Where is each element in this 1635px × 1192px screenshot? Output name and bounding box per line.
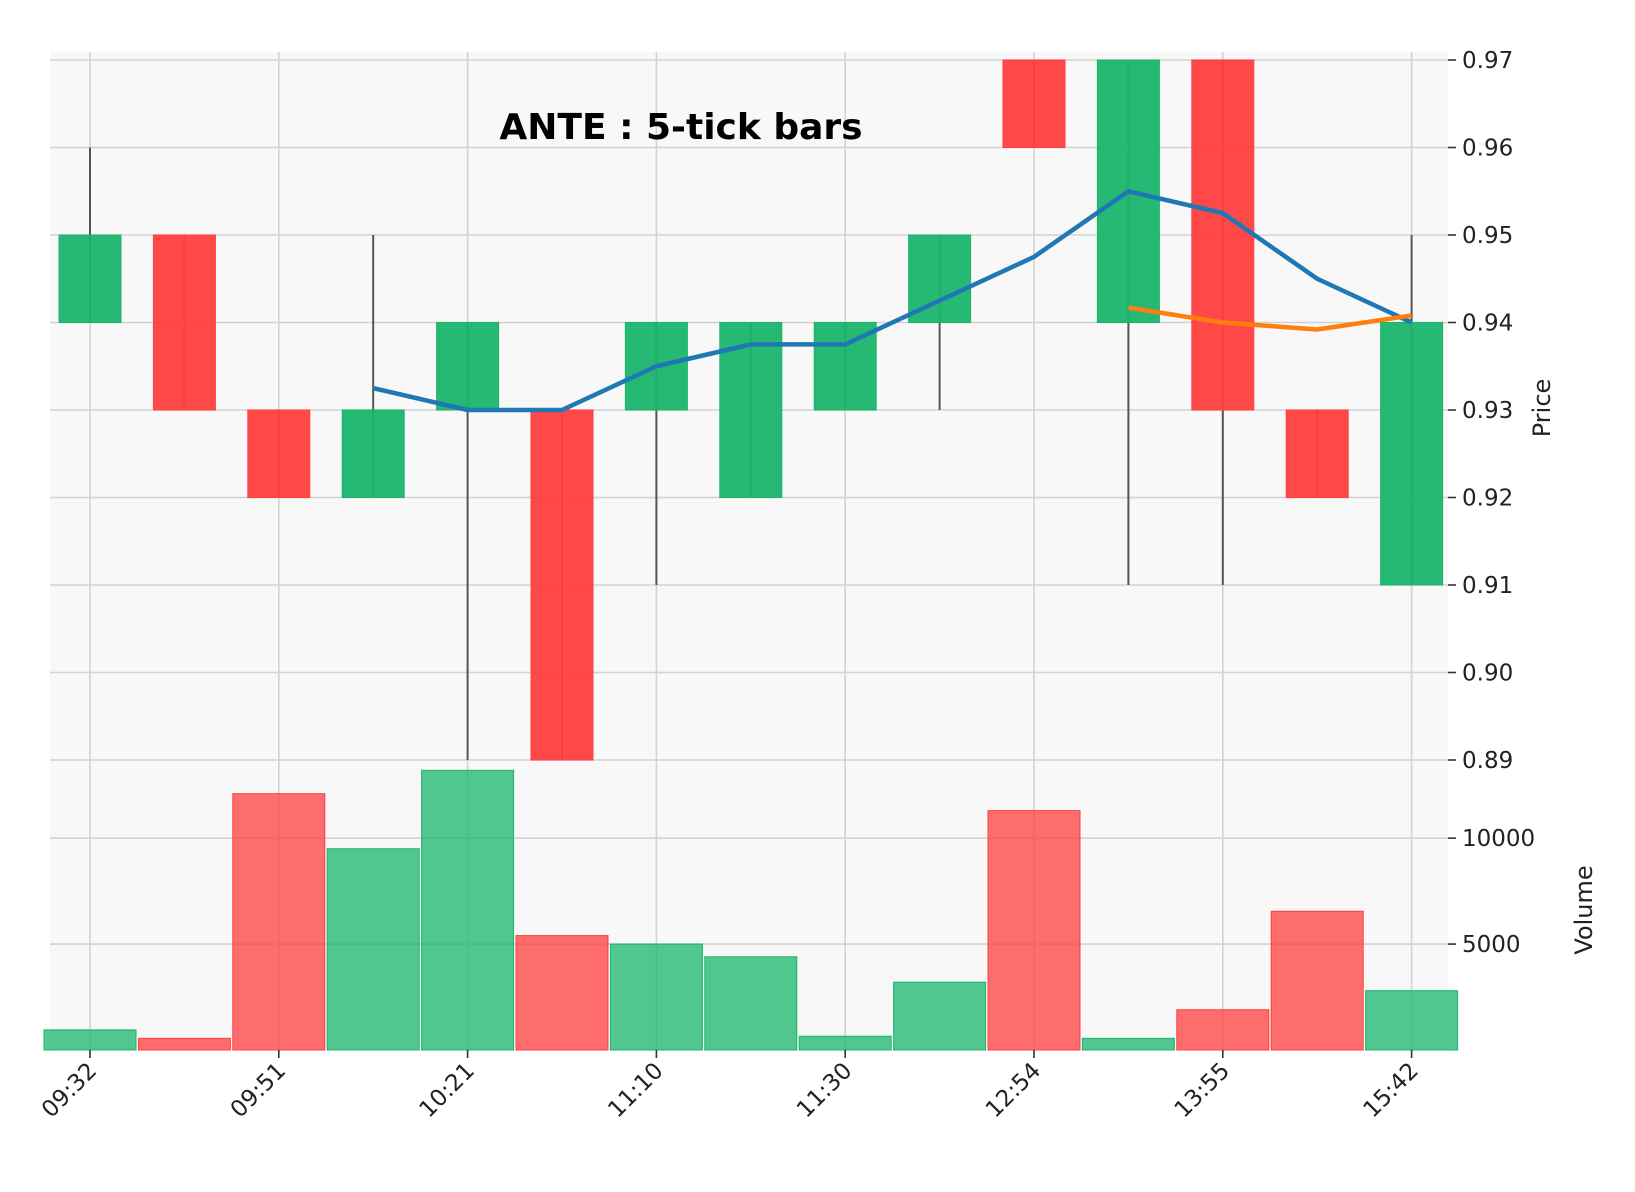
candle-body-up: [719, 322, 783, 498]
candle-body-up: [436, 322, 500, 411]
time-tick-label: 09:51: [226, 1058, 291, 1123]
volume-bar: [1365, 990, 1459, 1051]
volume-bar: [893, 981, 987, 1051]
time-axis-tick-labels: 09:32 09:51 10:21 11:10 11:30 12:54 13:55 15:42: [37, 1058, 1424, 1123]
tick-marks: [89, 59, 1456, 1058]
price-tick-label: 0.92: [1462, 486, 1513, 512]
candle-body-up: [1380, 322, 1444, 586]
volume-bar: [1176, 1009, 1270, 1051]
volume-bar: [515, 935, 609, 1051]
moving-average-lines: [372, 189, 1413, 413]
price-tick-label: 0.91: [1462, 573, 1513, 599]
volume-bar: [137, 1037, 231, 1051]
volume-bar: [704, 956, 798, 1051]
time-tick-label: 11:30: [792, 1058, 857, 1123]
volume-bar: [421, 769, 515, 1051]
candle-body-down: [1002, 59, 1066, 148]
volume-bar: [1081, 1037, 1175, 1051]
chart-title: ANTE : 5-tick bars: [499, 107, 862, 148]
price-tick-label: 0.90: [1462, 661, 1513, 687]
volume-axis-tick-labels: 10000 5000: [1462, 826, 1535, 958]
candle-body-up: [624, 322, 688, 411]
volume-bar: [987, 810, 1081, 1051]
volume-bar: [43, 1029, 137, 1051]
volume-bars: [43, 769, 1459, 1051]
volume-bar: [609, 943, 703, 1051]
candle-body-down: [247, 409, 311, 498]
moving-average-line-2: [1128, 305, 1412, 332]
volume-bar: [1270, 910, 1364, 1051]
volume-bar: [232, 793, 326, 1051]
volume-axis-label: Volume: [1570, 865, 1598, 954]
time-tick-label: 15:42: [1359, 1058, 1424, 1123]
price-axis-label: Price: [1528, 379, 1556, 438]
price-tick-label: 0.93: [1462, 398, 1513, 424]
time-tick-label: 11:10: [603, 1058, 668, 1123]
volume-tick-label: 5000: [1462, 932, 1521, 958]
candle-body-down: [1285, 409, 1349, 498]
volume-tick-label: 10000: [1462, 826, 1535, 852]
price-axis-tick-labels: 0.97 0.96 0.95 0.94 0.93 0.92 0.91 0.90 0.89: [1462, 48, 1513, 774]
candle-body-down: [1191, 59, 1255, 411]
price-tick-label: 0.95: [1462, 223, 1513, 249]
time-tick-label: 13:55: [1170, 1058, 1235, 1123]
candle-body-up: [341, 409, 405, 498]
price-tick-label: 0.89: [1462, 748, 1513, 774]
candle-body-down: [152, 234, 216, 411]
moving-average-line-1: [372, 189, 1413, 413]
candle-body-up: [58, 234, 122, 323]
candle-body-down: [530, 409, 594, 761]
candle-bodies: [58, 59, 1444, 761]
price-tick-label: 0.97: [1462, 48, 1513, 74]
price-tick-label: 0.96: [1462, 136, 1513, 162]
time-tick-label: 12:54: [981, 1058, 1046, 1123]
time-tick-label: 09:32: [37, 1058, 102, 1123]
volume-bar: [798, 1035, 892, 1051]
time-tick-label: 10:21: [415, 1058, 480, 1123]
price-tick-label: 0.94: [1462, 311, 1513, 337]
volume-bar: [326, 848, 420, 1051]
